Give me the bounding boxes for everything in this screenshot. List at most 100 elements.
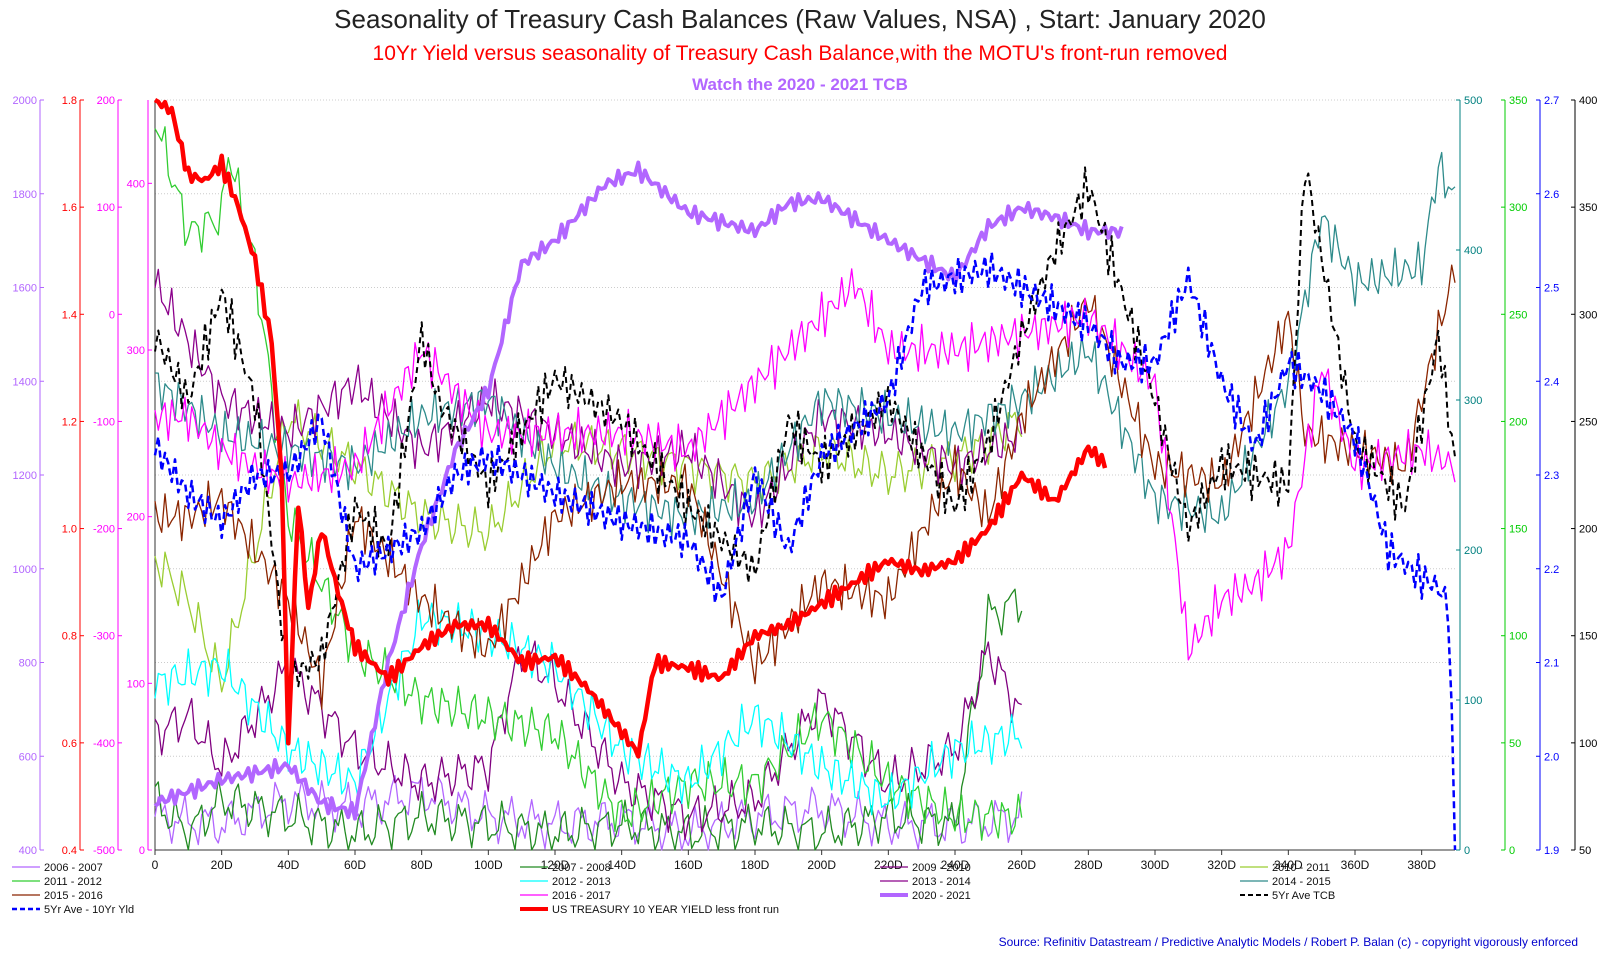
chart-subtitle: 10Yr Yield versus seasonality of Treasur… bbox=[372, 42, 1228, 65]
series-line-7 bbox=[154, 151, 1456, 539]
series-line-13 bbox=[153, 98, 1108, 759]
y-tick-label-right2: 200 bbox=[1509, 416, 1527, 428]
y-tick-label-left1: 400 bbox=[19, 845, 37, 857]
x-tick-label: 320D bbox=[1207, 858, 1236, 872]
legend-label: 2013 - 2014 bbox=[912, 876, 971, 888]
y-tick-label-right2: 250 bbox=[1509, 309, 1527, 321]
y-tick-label-left3: 200 bbox=[97, 95, 115, 107]
y-tick-label-right4: 400 bbox=[1579, 95, 1597, 107]
x-tick-label: 140D bbox=[607, 858, 636, 872]
x-tick-label: 200D bbox=[807, 858, 836, 872]
x-tick-label: 220D bbox=[874, 858, 903, 872]
y-tick-label-left4: 200 bbox=[127, 512, 145, 524]
x-tick-label: 120D bbox=[541, 858, 570, 872]
x-tick-label: 80D bbox=[411, 858, 433, 872]
x-tick-label: 100D bbox=[474, 858, 503, 872]
y-tick-label-right1: 400 bbox=[1464, 245, 1482, 257]
series-line-1 bbox=[154, 588, 1023, 851]
series-line-12 bbox=[153, 250, 1457, 851]
y-tick-label-right4: 50 bbox=[1579, 845, 1591, 857]
x-tick-label: 280D bbox=[1074, 858, 1103, 872]
series-line-0 bbox=[154, 774, 1023, 851]
y-tick-label-right4: 200 bbox=[1579, 524, 1597, 536]
legend-label: 2015 - 2016 bbox=[44, 890, 103, 902]
y-tick-label-left3: -100 bbox=[93, 416, 115, 428]
series-line-6 bbox=[154, 268, 1023, 529]
x-tick-label: 160D bbox=[674, 858, 703, 872]
y-tick-label-left2: 1.8 bbox=[62, 95, 77, 107]
y-tick-label-left2: 1.4 bbox=[62, 309, 77, 321]
x-tick-label: 360D bbox=[1341, 858, 1370, 872]
y-tick-label-left1: 800 bbox=[19, 658, 37, 670]
y-tick-label-right1: 0 bbox=[1464, 845, 1470, 857]
legend-label: 2012 - 2013 bbox=[552, 876, 611, 888]
y-tick-label-left2: 1.2 bbox=[62, 416, 77, 428]
legend-label: 2010 - 2011 bbox=[1272, 862, 1330, 874]
y-tick-label-left3: 100 bbox=[97, 202, 115, 214]
x-tick-label: 40D bbox=[277, 858, 299, 872]
series-line-3 bbox=[154, 399, 1023, 693]
y-tick-label-right1: 500 bbox=[1464, 95, 1482, 107]
series-line-9 bbox=[154, 268, 1456, 661]
y-tick-label-right4: 350 bbox=[1579, 202, 1597, 214]
legend-label: 2006 - 2007 bbox=[44, 862, 103, 874]
y-tick-label-left4: 100 bbox=[127, 678, 145, 690]
y-tick-label-left4: 400 bbox=[127, 178, 145, 190]
y-tick-label-left1: 1000 bbox=[13, 564, 37, 576]
series-line-4 bbox=[154, 126, 1023, 841]
x-tick-label: 180D bbox=[741, 858, 770, 872]
y-tick-label-left1: 1200 bbox=[13, 470, 37, 482]
x-tick-label: 380D bbox=[1407, 858, 1436, 872]
series-line-10 bbox=[153, 160, 1124, 821]
y-tick-label-left1: 1600 bbox=[13, 283, 37, 295]
y-tick-label-left1: 1800 bbox=[13, 189, 37, 201]
y-tick-label-left3: -500 bbox=[93, 845, 115, 857]
y-tick-label-right3: 2.6 bbox=[1544, 189, 1559, 201]
y-tick-label-right1: 100 bbox=[1464, 695, 1482, 707]
legend-label: US TREASURY 10 YEAR YIELD less front run bbox=[552, 904, 779, 916]
y-tick-label-right3: 2.4 bbox=[1544, 376, 1559, 388]
y-tick-label-right3: 2.0 bbox=[1544, 751, 1559, 763]
y-tick-label-right4: 300 bbox=[1579, 309, 1597, 321]
y-tick-label-left3: -200 bbox=[93, 524, 115, 536]
y-tick-label-left3: -300 bbox=[93, 631, 115, 643]
chart-title: Seasonality of Treasury Cash Balances (R… bbox=[334, 4, 1266, 34]
y-tick-label-left1: 2000 bbox=[13, 95, 37, 107]
y-tick-label-left2: 0.6 bbox=[62, 738, 77, 750]
x-tick-label: 260D bbox=[1007, 858, 1036, 872]
x-tick-label: 0 bbox=[152, 858, 159, 872]
y-tick-label-right4: 100 bbox=[1579, 738, 1597, 750]
y-tick-label-right3: 2.3 bbox=[1544, 470, 1559, 482]
y-tick-label-right2: 350 bbox=[1509, 95, 1527, 107]
y-tick-label-left2: 1.6 bbox=[62, 202, 77, 214]
y-tick-label-right2: 300 bbox=[1509, 202, 1527, 214]
y-tick-label-right2: 100 bbox=[1509, 631, 1527, 643]
y-tick-label-left3: 0 bbox=[109, 309, 115, 321]
y-tick-label-right1: 200 bbox=[1464, 545, 1482, 557]
y-tick-label-right3: 2.1 bbox=[1544, 658, 1559, 670]
y-tick-label-left2: 0.4 bbox=[62, 845, 77, 857]
y-tick-label-right3: 2.7 bbox=[1544, 95, 1559, 107]
legend-label: 5Yr Ave - 10Yr Yld bbox=[44, 904, 134, 916]
y-tick-label-right1: 300 bbox=[1464, 395, 1482, 407]
legend-label: 2020 - 2021 bbox=[912, 890, 971, 902]
legend-label: 2016 - 2017 bbox=[552, 890, 611, 902]
legend-label: 2009 - 2010 bbox=[912, 862, 971, 874]
legend-label: 2007 - 2008 bbox=[552, 862, 611, 874]
y-tick-label-right3: 2.5 bbox=[1544, 283, 1559, 295]
y-tick-label-right2: 50 bbox=[1509, 738, 1521, 750]
y-tick-label-left2: 1.0 bbox=[62, 524, 77, 536]
chart-note: Watch the 2020 - 2021 TCB bbox=[692, 75, 908, 94]
x-tick-label: 60D bbox=[344, 858, 366, 872]
y-tick-label-left4: 300 bbox=[127, 345, 145, 357]
y-tick-label-right2: 150 bbox=[1509, 524, 1527, 536]
y-tick-label-left4: 0 bbox=[139, 845, 145, 857]
x-tick-label: 300D bbox=[1141, 858, 1170, 872]
y-tick-label-right4: 250 bbox=[1579, 416, 1597, 428]
y-tick-label-right4: 150 bbox=[1579, 631, 1597, 643]
y-tick-label-left3: -400 bbox=[93, 738, 115, 750]
legend-label: 5Yr Ave TCB bbox=[1272, 890, 1335, 902]
y-tick-label-left1: 600 bbox=[19, 751, 37, 763]
y-tick-label-right2: 0 bbox=[1509, 845, 1515, 857]
